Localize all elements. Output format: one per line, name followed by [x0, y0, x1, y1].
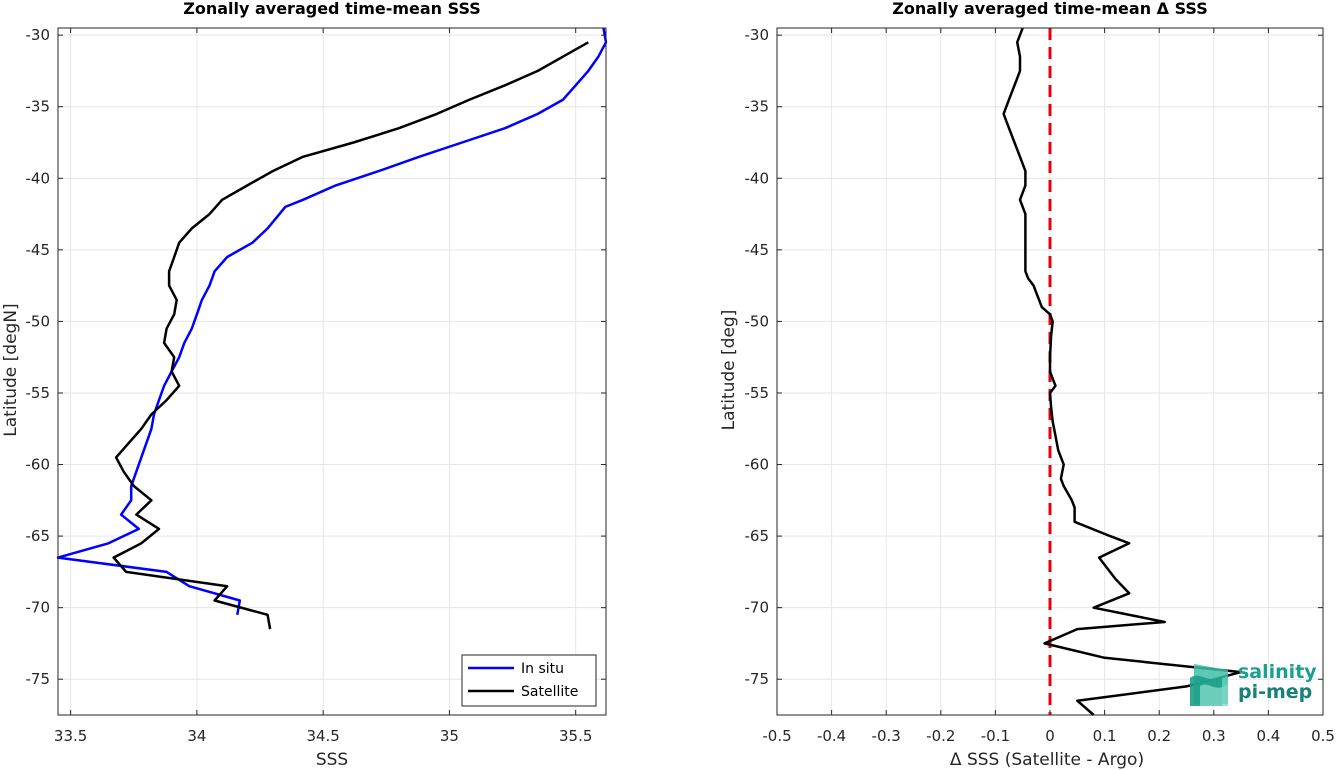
left-y-tick-label: -55 [26, 384, 51, 402]
left-x-tick-label: 34.5 [306, 727, 339, 745]
left-x-tick-label: 34 [187, 727, 206, 745]
right-y-tick-label: -75 [745, 670, 770, 688]
right-grid [776, 28, 1324, 715]
legend-box [461, 654, 597, 707]
left-x-tick-label: 35.5 [559, 727, 592, 745]
right-y-axis-label: Latitude [deg] [719, 310, 739, 431]
right-y-tick-label: -70 [745, 599, 770, 617]
right-x-tick-label: -0.2 [926, 727, 955, 745]
left-y-tick-label: -40 [26, 169, 51, 187]
left-ticks: 33.5 34 34.5 35 35.5 -30 -35 -40 -45 -50 -55 -60 -65… [26, 26, 606, 745]
logo-text-line1: salinity [1238, 661, 1317, 683]
left-y-tick-label: -45 [26, 241, 51, 259]
right-y-tick-label: -45 [745, 241, 770, 259]
logo-text-line2: pi-mep [1238, 681, 1313, 703]
right-ticks: -0.5 -0.4 -0.3 -0.2 -0.1 0 0.1 0.2 0.3 0.4 0.5 -30 -… [745, 26, 1335, 745]
right-x-tick-label: 0.5 [1311, 727, 1335, 745]
left-y-tick-label: -30 [26, 26, 51, 44]
right-x-tick-label: 0.3 [1202, 727, 1226, 745]
right-y-tick-label: -35 [745, 98, 770, 116]
right-series-lines [1002, 27, 1243, 716]
right-x-tick-label: -0.5 [762, 727, 791, 745]
right-chart: Zonally averaged time-mean Δ SSS Δ SSS (… [719, 0, 1335, 770]
right-chart-title: Zonally averaged time-mean Δ SSS [892, 0, 1208, 18]
left-grid [58, 28, 606, 715]
left-plot-frame [57, 27, 607, 716]
left-y-tick-label: -60 [26, 456, 51, 474]
left-x-tick-label: 33.5 [54, 727, 87, 745]
right-y-tick-label: -55 [745, 384, 770, 402]
right-y-tick-label: -65 [745, 527, 770, 545]
right-x-axis-label: Δ SSS (Satellite - Argo) [950, 750, 1144, 770]
legend: In situ Satellite [461, 654, 597, 707]
right-plot-frame [776, 27, 1324, 716]
left-y-tick-label: -50 [26, 312, 51, 330]
right-y-tick-label: -50 [745, 312, 770, 330]
legend-label-in-situ: In situ [521, 661, 564, 677]
right-x-tick-label: 0 [1045, 727, 1055, 745]
right-y-tick-label: -40 [745, 169, 770, 187]
right-y-tick-label: -30 [745, 26, 770, 44]
right-x-tick-label: 0.4 [1256, 727, 1280, 745]
left-chart: Zonally averaged time-mean SSS SSS Latit… [1, 0, 608, 770]
left-series-satellite-line [112, 41, 589, 630]
salinity-pi-mep-logo: salinity pi-mep [1188, 660, 1318, 708]
left-x-tick-label: 35 [440, 727, 459, 745]
legend-label-satellite: Satellite [521, 684, 578, 700]
left-y-tick-label: -65 [26, 527, 51, 545]
left-series-in-situ-line [56, 27, 608, 616]
left-y-tick-label: -70 [26, 599, 51, 617]
left-y-tick-label: -35 [26, 98, 51, 116]
right-y-tick-label: -60 [745, 456, 770, 474]
right-x-tick-label: -0.3 [872, 727, 901, 745]
left-x-axis-label: SSS [316, 750, 348, 770]
left-series-lines [56, 27, 608, 630]
logo-wave-icon [1190, 664, 1228, 706]
left-y-axis-label: Latitude [degN] [1, 303, 21, 436]
right-series-delta-line [1002, 27, 1243, 716]
right-x-tick-label: 0.2 [1147, 727, 1171, 745]
right-x-tick-label: 0.1 [1093, 727, 1117, 745]
right-x-tick-label: -0.4 [817, 727, 846, 745]
left-y-tick-label: -75 [26, 670, 51, 688]
left-chart-title: Zonally averaged time-mean SSS [183, 0, 481, 18]
right-x-tick-label: -0.1 [981, 727, 1010, 745]
